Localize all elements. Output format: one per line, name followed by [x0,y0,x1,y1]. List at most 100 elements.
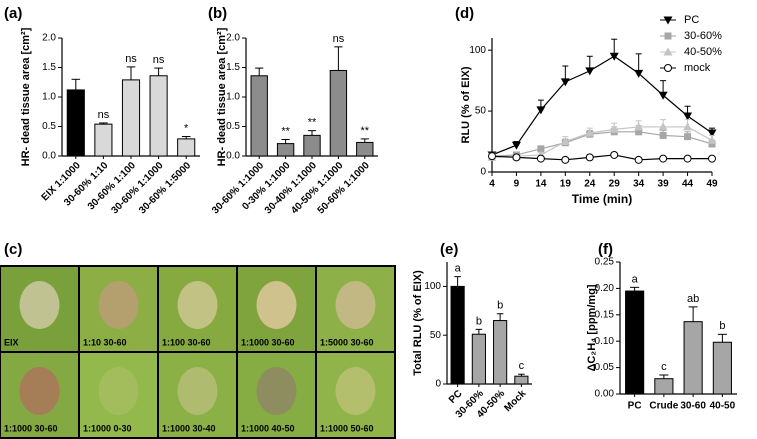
bar [450,285,465,385]
annotation: a [632,273,639,285]
y-tick-label: 1.0 [226,92,240,103]
marker [658,122,668,131]
bar [303,134,321,157]
bar [493,320,508,385]
annotation: c [519,360,525,372]
marker [683,112,693,121]
annotation: ab [687,293,699,305]
panel-label: (d) [455,5,474,22]
bar [66,89,85,157]
y-tick-label: 1.5 [42,62,56,73]
bar [683,321,703,395]
tile-label: 1:1000 30-40 [162,423,216,433]
bar [654,378,674,395]
x-tick-label: 40-50 [710,401,736,412]
annotation: a [455,263,462,275]
x-tick-label: 30-60% 1:5000 [137,160,193,216]
y-tick-label: 1.0 [42,92,56,103]
x-tick-label: Mock [503,388,529,414]
marker [536,106,546,115]
lesion [19,367,60,415]
annotation: ** [308,117,317,129]
marker [663,47,673,56]
panel-label: (e) [440,241,458,258]
marker [560,137,570,146]
y-axis-label: RLU (% of EIX) [460,66,472,143]
annotation: ns [98,109,110,121]
x-tick-label: 4 [489,179,495,190]
y-tick-label: 0.0 [226,151,240,162]
annotation: ** [281,125,290,137]
tile-label: 1:1000 30-60 [4,423,58,433]
error-bar [717,333,727,343]
marker [561,155,570,164]
x-tick-label: 29 [609,179,621,190]
panel-label: (f) [598,241,613,258]
y-tick-label: 100 [424,281,441,292]
error-bar [475,328,483,335]
lesion [177,281,218,329]
x-tick-label: 30-60 [680,401,706,412]
legend-label: 30-60% [684,30,722,42]
series-line [491,154,712,161]
annotation: ns [153,54,165,66]
lesion [19,281,60,329]
x-tick-label: 39 [658,179,670,190]
error-bar [659,374,669,379]
bar [94,123,113,157]
y-axis-label: ΔC₂H₄ [ppm/mg] [586,284,598,371]
y-tick-label: 0.5 [42,121,56,132]
tile-label: 1:1000 30-60 [241,337,295,347]
marker [488,152,496,161]
error-bar [688,306,698,322]
bar [149,75,168,157]
marker [537,145,545,153]
x-tick-label: 19 [560,179,572,190]
lesion [256,281,297,329]
marker [659,131,667,139]
marker [659,154,668,163]
bar [514,375,529,385]
annotation: b [719,320,725,332]
y-tick-label: 1.5 [226,62,240,73]
marker [585,128,595,137]
error-bar [360,138,369,143]
y-tick-label: 0.00 [595,389,615,400]
marker [536,154,545,163]
x-tick-label: 34 [633,179,645,190]
y-axis-label: HR- dead tissue area [cm²] [20,27,32,166]
bar [471,333,486,385]
x-tick-label: 14 [535,179,547,190]
x-tick-label: 44 [682,179,694,190]
y-axis-label: Total RLU (% of EIX) [412,270,424,376]
error-bar [154,67,163,76]
bar [121,79,141,157]
tile-label: 1:1000 0-30 [83,423,132,433]
marker [610,150,619,159]
y-tick-label: 0.10 [595,336,615,347]
lesion [335,281,376,329]
marker [634,122,644,131]
marker [707,135,717,144]
lesion [98,367,139,415]
y-tick-label: 0.25 [595,257,615,268]
marker [560,78,570,87]
x-tick-label: PC [628,401,642,412]
annotation: ** [361,125,370,137]
marker [585,153,594,162]
legend-label: 40-50% [684,46,722,58]
tile-label: EIX [4,337,19,347]
marker [708,154,716,163]
error-bar [334,46,343,71]
annotation: ns [125,53,137,65]
legend-label: PC [684,14,699,26]
marker [512,153,521,162]
error-bar [454,276,461,287]
y-tick-label: 0.0 [42,151,56,162]
tile-label: 1:1000 50-60 [320,423,374,433]
y-tick-label: 0 [435,379,441,390]
error-bar [255,67,264,76]
y-tick-label: 0.20 [595,283,615,294]
tile-label: 1:100 30-60 [162,337,211,347]
